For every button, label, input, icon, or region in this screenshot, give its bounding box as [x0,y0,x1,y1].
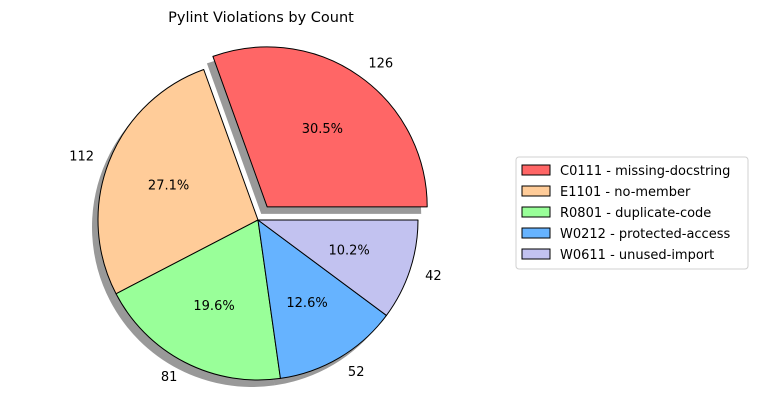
percent-label-w0212: 12.6% [286,296,327,311]
legend-label-e1101: E1101 - no-member [560,185,691,200]
legend-swatch-r0801 [521,206,551,218]
value-label-w0212: 52 [348,365,365,380]
pie-labels: 30.5% 126 27.1% 112 19.6% 81 12.6% 52 10.2% 42 [69,56,441,385]
legend-swatch-e1101 [521,185,551,197]
chart-title: Pylint Violations by Count [168,10,354,26]
legend: C0111 - missing-docstring E1101 - no-memb… [515,156,749,270]
legend-label-w0212: W0212 - protected-access [560,227,730,242]
value-label-c0111: 126 [368,56,393,71]
legend-label-w0611: W0611 - unused-import [560,248,714,263]
percent-label-r0801: 19.6% [193,299,234,314]
pie-slice-e1101 [97,68,259,295]
pie-slice-r0801 [115,219,281,381]
legend-swatch-w0611 [521,248,551,260]
percent-label-c0111: 30.5% [302,122,343,137]
percent-label-w0611: 10.2% [328,244,369,259]
legend-frame [515,156,749,270]
value-label-w0611: 42 [425,269,442,284]
legend-swatch-w0212 [521,227,551,239]
value-label-e1101: 112 [69,149,94,164]
pie-slices [97,46,428,381]
percent-label-e1101: 27.1% [148,179,189,194]
pie-slice-c0111 [212,46,428,208]
pie-slice-w0212 [257,219,387,379]
value-label-r0801: 81 [161,370,178,385]
legend-label-c0111: C0111 - missing-docstring [560,164,730,179]
legend-label-r0801: R0801 - duplicate-code [560,206,711,221]
pie-slice-w0611 [257,219,419,316]
legend-swatch-c0111 [521,164,551,176]
